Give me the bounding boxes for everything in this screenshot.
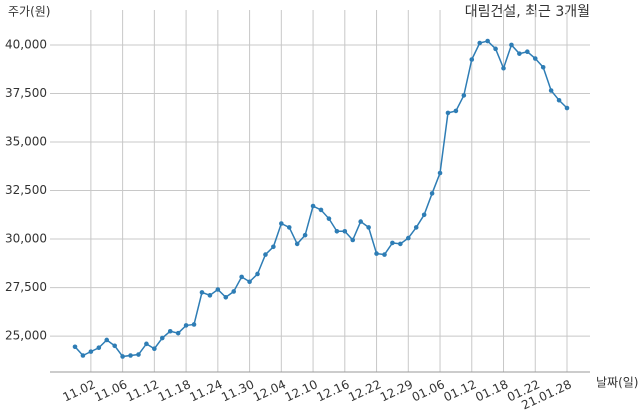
data-point [477, 40, 483, 46]
data-point [128, 353, 133, 358]
data-point [152, 346, 157, 352]
data-point [183, 323, 189, 328]
data-point [429, 191, 435, 196]
data-point [350, 237, 356, 243]
data-point [120, 354, 125, 359]
data-point [239, 274, 244, 280]
y-tick-label: 25,000 [5, 329, 47, 343]
data-point [334, 228, 340, 234]
data-point [445, 110, 451, 116]
data-point [199, 290, 205, 295]
data-point [485, 38, 490, 44]
data-point [271, 244, 276, 250]
data-point [104, 337, 110, 343]
y-tick-label: 27,500 [5, 280, 47, 294]
data-point [493, 46, 498, 52]
data-point [453, 108, 459, 114]
y-tick-label: 30,000 [5, 232, 47, 246]
data-point [112, 343, 117, 349]
data-point [286, 225, 292, 230]
data-point [215, 287, 221, 292]
data-point [509, 42, 514, 48]
data-point [96, 345, 102, 351]
data-point [342, 228, 348, 234]
data-point [374, 251, 379, 256]
data-point [318, 207, 324, 213]
data-point [159, 335, 165, 341]
data-point [294, 241, 300, 247]
y-tick-label: 32,500 [5, 183, 47, 197]
data-point [548, 88, 554, 93]
data-point [540, 64, 546, 70]
data-point [398, 241, 403, 247]
data-point [247, 279, 252, 285]
data-point [326, 216, 332, 221]
data-point [136, 352, 141, 357]
data-point [167, 328, 173, 334]
data-point [405, 235, 411, 241]
data-point [532, 56, 538, 61]
data-point [279, 221, 284, 226]
data-point [382, 252, 387, 257]
chart-title: 대림건설, 최근 3개월 [465, 4, 590, 20]
data-point [302, 232, 308, 238]
data-point [207, 293, 213, 298]
data-point [501, 65, 506, 71]
x-axis-label: 날짜(일) [596, 376, 638, 390]
data-point [556, 97, 562, 103]
data-point [191, 322, 197, 327]
data-point [72, 344, 78, 350]
data-point [358, 219, 363, 224]
data-point [80, 353, 86, 358]
y-axis-label: 주가(원) [8, 5, 50, 19]
data-point [517, 51, 522, 56]
data-point [461, 93, 467, 98]
data-point [231, 289, 237, 294]
data-point [223, 294, 229, 300]
data-point [421, 212, 427, 218]
data-point [263, 252, 268, 257]
data-point [525, 49, 530, 55]
data-point [413, 225, 419, 230]
data-point [88, 349, 94, 354]
y-tick-label: 37,500 [5, 86, 47, 100]
data-point [366, 225, 371, 230]
data-point [437, 170, 443, 176]
data-point [564, 105, 570, 111]
data-point [390, 240, 395, 246]
y-tick-label: 40,000 [5, 37, 47, 51]
data-point [255, 271, 260, 277]
data-point [469, 57, 475, 62]
y-tick-label: 35,000 [5, 134, 47, 148]
data-point [175, 330, 181, 336]
data-point [144, 341, 149, 347]
data-point [310, 203, 316, 209]
price-line [74, 40, 568, 358]
